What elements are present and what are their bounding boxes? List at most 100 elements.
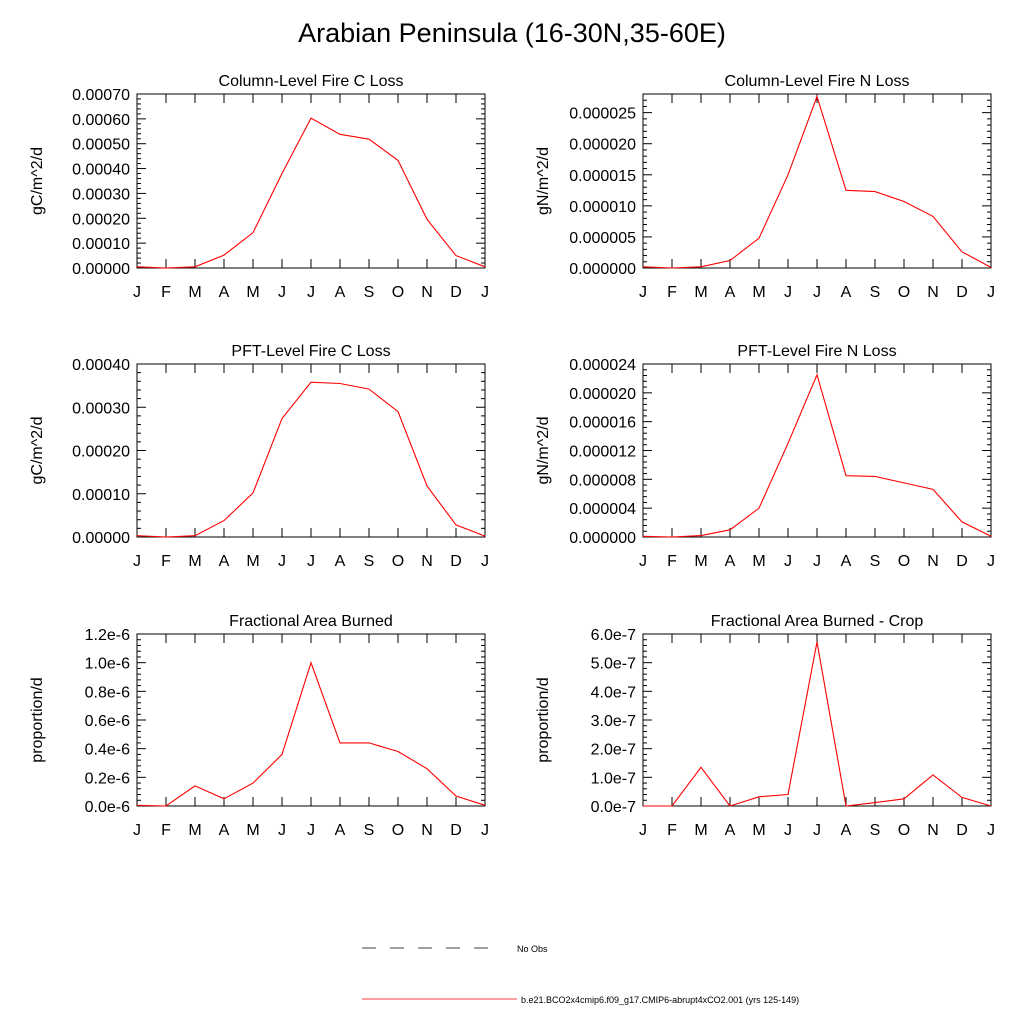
y-tick-label: 0.000000 <box>569 261 636 278</box>
y-tick-label: 1.0e-7 <box>591 770 636 787</box>
x-tick-label: J <box>987 822 995 839</box>
y-tick-label: 4.0e-7 <box>591 684 636 701</box>
y-tick-label: 0.00020 <box>72 211 130 228</box>
y-tick-label: 0.6e-6 <box>85 713 130 730</box>
x-tick-label: F <box>667 553 677 570</box>
y-tick-label: 0.000016 <box>569 415 636 432</box>
x-tick-label: J <box>813 284 821 301</box>
x-tick-label: F <box>667 822 677 839</box>
y-tick-label: 2.0e-7 <box>591 742 636 759</box>
y-tick-label: 3.0e-7 <box>591 713 636 730</box>
legend-dashed-sample <box>362 947 502 949</box>
x-tick-label: J <box>784 822 792 839</box>
y-tick-label: 1.0e-6 <box>85 656 130 673</box>
y-tick-label: 5.0e-7 <box>591 656 636 673</box>
chart-title: PFT-Level Fire C Loss <box>231 343 390 360</box>
y-axis-label: proportion/d <box>535 677 552 762</box>
legend-solid-sample <box>362 998 517 1000</box>
x-tick-label: J <box>133 822 141 839</box>
x-tick-label: O <box>898 284 910 301</box>
x-tick-label: J <box>784 284 792 301</box>
plot-frame <box>136 633 486 807</box>
chart-title: PFT-Level Fire N Loss <box>737 343 896 360</box>
x-tick-label: M <box>694 284 707 301</box>
x-tick-label: A <box>841 553 852 570</box>
x-tick-label: M <box>694 822 707 839</box>
plot-frame <box>642 93 992 269</box>
x-tick-label: M <box>246 553 259 570</box>
x-tick-label: J <box>307 284 315 301</box>
y-axis-label: gN/m^2/d <box>535 147 552 215</box>
y-axis-label: gC/m^2/d <box>29 147 46 215</box>
chart-title: Column-Level Fire N Loss <box>725 73 910 90</box>
y-tick-label: 0.00060 <box>72 112 130 129</box>
series-line-1 <box>136 117 486 269</box>
series-line-1 <box>136 660 486 807</box>
figure-title: Arabian Peninsula (16-30N,35-60E) <box>298 18 726 48</box>
x-tick-label: D <box>956 284 968 301</box>
x-tick-label: M <box>246 822 259 839</box>
y-tick-label: 0.000025 <box>569 106 636 123</box>
x-tick-label: M <box>188 553 201 570</box>
x-tick-label: A <box>219 284 230 301</box>
x-tick-label: O <box>392 284 404 301</box>
x-tick-label: J <box>481 284 489 301</box>
x-tick-label: M <box>694 553 707 570</box>
series-line-1 <box>136 381 486 538</box>
x-tick-label: J <box>481 553 489 570</box>
plot-frame <box>642 363 992 538</box>
x-tick-label: N <box>927 553 939 570</box>
x-tick-label: M <box>752 284 765 301</box>
series-line-1 <box>642 94 992 269</box>
y-tick-label: 0.000020 <box>569 137 636 154</box>
y-tick-label: 0.0e-6 <box>85 799 130 816</box>
y-tick-label: 0.000005 <box>569 230 636 247</box>
chart-panel-6: Fractional Area Burned - Crop proportion/… <box>535 613 995 839</box>
x-tick-label: A <box>335 822 346 839</box>
x-tick-label: O <box>392 553 404 570</box>
plot-frame <box>136 93 486 269</box>
x-tick-label: J <box>278 284 286 301</box>
x-tick-label: S <box>364 822 375 839</box>
x-tick-label: N <box>927 822 939 839</box>
y-tick-label: 0.00000 <box>72 261 130 278</box>
y-tick-label: 0.00040 <box>72 357 130 374</box>
y-tick-label: 1.2e-6 <box>85 627 130 644</box>
plot-frame <box>136 363 486 538</box>
x-tick-label: J <box>278 822 286 839</box>
x-tick-label: J <box>639 284 647 301</box>
x-tick-label: N <box>421 553 433 570</box>
x-tick-label: N <box>421 284 433 301</box>
x-tick-label: N <box>421 822 433 839</box>
x-tick-label: A <box>841 822 852 839</box>
plot-frame <box>642 633 992 807</box>
legend-label-no-obs: No Obs <box>517 944 548 954</box>
chart-title: Fractional Area Burned <box>229 613 393 630</box>
x-tick-label: J <box>133 553 141 570</box>
x-tick-label: A <box>219 822 230 839</box>
y-tick-label: 0.4e-6 <box>85 742 130 759</box>
x-tick-label: J <box>813 822 821 839</box>
x-tick-label: J <box>278 553 286 570</box>
y-axis-label: gN/m^2/d <box>535 417 552 485</box>
x-tick-label: J <box>307 553 315 570</box>
y-tick-label: 6.0e-7 <box>591 627 636 644</box>
y-tick-label: 0.00010 <box>72 487 130 504</box>
y-tick-label: 0.2e-6 <box>85 770 130 787</box>
x-tick-label: D <box>956 553 968 570</box>
x-tick-label: S <box>870 284 881 301</box>
x-tick-label: D <box>450 284 462 301</box>
x-tick-label: S <box>870 822 881 839</box>
y-tick-label: 0.00050 <box>72 137 130 154</box>
x-tick-label: A <box>335 284 346 301</box>
x-tick-label: A <box>725 284 736 301</box>
x-tick-label: S <box>364 284 375 301</box>
x-tick-label: N <box>927 284 939 301</box>
y-tick-label: 0.00040 <box>72 162 130 179</box>
